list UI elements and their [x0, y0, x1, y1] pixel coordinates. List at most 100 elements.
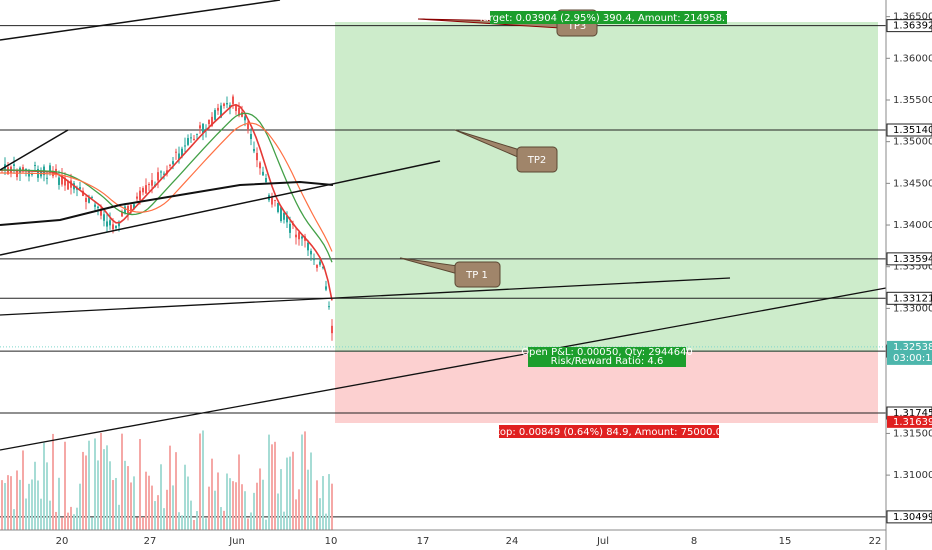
- volume-bar: [166, 489, 168, 530]
- volume-bar: [328, 474, 330, 530]
- volume-bar: [226, 473, 228, 530]
- moving-average: [0, 180, 334, 226]
- moving-average: [0, 112, 333, 263]
- volume-bar: [145, 471, 147, 530]
- candle-body: [67, 181, 69, 190]
- volume-bar: [58, 477, 60, 530]
- volume-bar: [88, 440, 90, 530]
- volume-bar: [73, 514, 75, 530]
- volume-bar: [181, 515, 183, 530]
- price-tag-label: 1.32538: [893, 342, 932, 353]
- callout: [516, 146, 558, 173]
- price-tick-label: 1.31500: [893, 428, 932, 439]
- candle-body: [118, 221, 120, 227]
- candle-body: [115, 225, 117, 228]
- volume-bar: [325, 513, 327, 530]
- price-tag: [887, 510, 932, 523]
- volume-bar: [304, 431, 306, 530]
- stop-label: Stop: 0.00849 (0.64%) 84.9, Amount: 7500…: [490, 427, 729, 438]
- candle-body: [97, 206, 99, 209]
- candle-body: [298, 232, 300, 240]
- price-tag-border: [886, 291, 932, 305]
- volume-bar: [61, 517, 63, 530]
- candle-body: [235, 105, 237, 111]
- price-tag-label: 1.36392: [893, 21, 932, 32]
- date-label: 20: [56, 536, 69, 547]
- volume-bar: [49, 500, 51, 530]
- price-tick-label: 1.31000: [893, 470, 932, 481]
- date-label: Jun: [228, 536, 245, 547]
- price-tag: [887, 124, 932, 136]
- volume-bar: [109, 461, 111, 530]
- candle-body: [220, 105, 222, 118]
- volume-bar: [208, 486, 210, 530]
- date-label: 15: [779, 536, 792, 547]
- volume-bar: [271, 444, 273, 530]
- volume-bar: [79, 483, 81, 530]
- candle-body: [208, 119, 210, 125]
- date-label: 10: [325, 536, 338, 547]
- candle-body: [13, 164, 15, 166]
- volume-bar: [184, 464, 186, 530]
- candle-body: [301, 236, 303, 239]
- candle-body: [91, 197, 93, 199]
- volume-bar: [175, 452, 177, 530]
- volume-bar: [106, 445, 108, 530]
- candle-body: [232, 96, 234, 104]
- ratio-label: Risk/Reward Ratio: 4.6: [551, 356, 664, 367]
- candle-body: [310, 250, 312, 255]
- candle-body: [136, 196, 138, 199]
- callout: [454, 261, 501, 288]
- candle-body: [64, 177, 66, 186]
- volume-bar: [190, 500, 192, 530]
- volume-bar: [70, 506, 72, 530]
- volume-bar: [40, 498, 42, 530]
- candle-body: [325, 286, 327, 290]
- volume-bar: [19, 479, 21, 530]
- candle-body: [211, 116, 213, 126]
- volume-bar: [298, 489, 300, 530]
- volume-bar: [163, 508, 165, 530]
- volume-bar: [277, 493, 279, 530]
- candle-body: [286, 215, 288, 223]
- candle-body: [61, 175, 63, 185]
- volume-bar: [37, 480, 39, 530]
- price-tag: [887, 19, 932, 32]
- trend-line: [0, 129, 69, 171]
- candle-body: [106, 221, 108, 227]
- candle-body: [160, 171, 162, 173]
- volume-bar: [295, 499, 297, 530]
- date-label: Jul: [596, 536, 609, 547]
- date-label: 17: [417, 536, 430, 547]
- volume-bar: [172, 485, 174, 530]
- volume-bar: [94, 438, 96, 530]
- volume-bar: [16, 470, 18, 530]
- price-tick-label: 1.36500: [893, 12, 932, 23]
- candle-body: [157, 172, 159, 181]
- volume-bar: [91, 517, 93, 530]
- volume-bar: [202, 430, 204, 530]
- volume-bar: [211, 458, 213, 530]
- candle-body: [22, 167, 24, 172]
- volume-bar: [238, 454, 240, 530]
- callout-text: TP 1: [465, 270, 488, 281]
- candle-body: [202, 123, 204, 134]
- volume-bar: [316, 480, 318, 530]
- volume-bar: [160, 464, 162, 530]
- volume-bar: [286, 457, 288, 530]
- candle-body: [313, 258, 315, 261]
- volume-bar: [232, 481, 234, 530]
- candle-body: [223, 103, 225, 107]
- price-tag: [887, 415, 932, 428]
- candle-body: [103, 214, 105, 221]
- price-tick-label: 1.34500: [893, 178, 932, 189]
- candle-body: [49, 165, 51, 173]
- candle-body: [244, 116, 246, 121]
- volume-bar: [124, 460, 126, 530]
- volume-bar: [103, 449, 105, 530]
- callout-text: TP2: [527, 155, 547, 166]
- candle-body: [199, 125, 201, 129]
- target-label: Target: 0.03904 (2.95%) 390.4, Amount: 2…: [477, 13, 738, 24]
- volume-bar: [31, 479, 33, 530]
- volume-bar: [34, 461, 36, 530]
